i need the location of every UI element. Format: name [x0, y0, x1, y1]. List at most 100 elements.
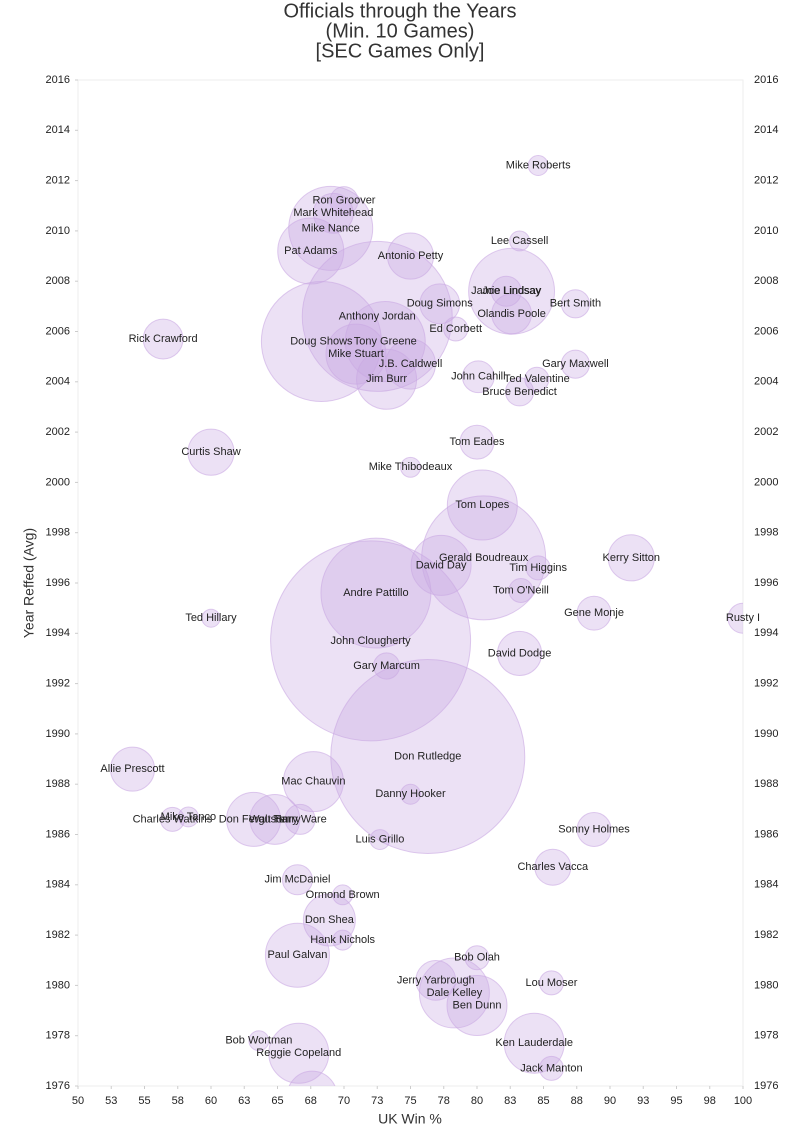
bubble — [446, 469, 518, 541]
bubble — [400, 783, 421, 805]
bubble-label: Gary Maxwell — [542, 358, 609, 370]
bubble — [177, 806, 199, 828]
x-axis-label: UK Win % — [378, 1111, 442, 1127]
y-tick-label-right: 2010 — [754, 225, 778, 237]
x-tick-label: 60 — [205, 1095, 217, 1107]
bubble — [264, 922, 330, 988]
y-tick-label: 1984 — [46, 879, 70, 891]
x-tick-label: 88 — [571, 1095, 583, 1107]
bubble — [281, 864, 313, 896]
y-tick-label-right: 1998 — [754, 527, 778, 539]
bubbles — [109, 155, 743, 1086]
bubble-label: Tom Lopes — [455, 499, 509, 511]
bubble-label: Tom Eades — [449, 436, 505, 448]
x-tick-label: 93 — [637, 1095, 649, 1107]
y-tick-label: 2010 — [46, 225, 70, 237]
bubble-label: Tim Higgins — [509, 562, 567, 574]
x-tick-label: 85 — [537, 1095, 549, 1107]
bubble-label: Ken Lauderdale — [495, 1037, 573, 1049]
bubble — [418, 957, 490, 1029]
bubble-label: Jamie Lindsay — [471, 285, 542, 297]
bubble — [410, 534, 472, 596]
bubble — [443, 316, 469, 342]
x-tick-label: 55 — [138, 1095, 150, 1107]
bubble — [534, 848, 572, 886]
x-tick-label: 98 — [704, 1095, 716, 1107]
bubble-label: Mike Roberts — [506, 159, 571, 171]
bubble — [527, 155, 549, 176]
bubble — [461, 360, 495, 394]
bubble-label: Mike Stuart — [328, 348, 384, 360]
bubble-label: Luis Grillo — [355, 833, 404, 845]
bubble-label: Tony Greene — [354, 335, 417, 347]
y-tick-label-right: 1990 — [754, 728, 778, 740]
bubble — [560, 289, 590, 319]
bubble — [312, 192, 354, 234]
y-axis-label: Year Reffed (Avg) — [21, 528, 37, 638]
bubble-label: Jim McDaniel — [264, 874, 330, 886]
y-tick-label: 1982 — [46, 929, 70, 941]
bubble — [525, 555, 551, 581]
bubble — [419, 283, 461, 325]
bubble-label: Doug Simons — [407, 298, 474, 310]
bubble — [538, 1055, 564, 1081]
bubble — [508, 578, 534, 604]
x-tick-label: 50 — [72, 1095, 84, 1107]
bubble — [464, 945, 490, 971]
y-tick-label: 2006 — [46, 325, 70, 337]
bubble — [325, 323, 387, 385]
x-tick-label: 73 — [371, 1095, 383, 1107]
bubble — [344, 301, 426, 383]
bubble — [400, 456, 421, 478]
bubble — [320, 537, 432, 649]
y-tick-label-right: 2006 — [754, 325, 778, 337]
bubble — [560, 349, 590, 379]
bubble-label: Jim Burr — [366, 373, 407, 385]
bubble — [503, 1012, 565, 1074]
bubble-label: Kerry Sitton — [603, 552, 660, 564]
y-tick-label: 2012 — [46, 175, 70, 187]
y-tick-label-right: 2012 — [754, 175, 778, 187]
bubble-label: Charles Vacca — [517, 861, 589, 873]
y-tick-label: 1978 — [46, 1030, 70, 1042]
bubble — [509, 230, 531, 252]
y-tick-label-right: 1996 — [754, 577, 778, 589]
x-tick-label: 83 — [504, 1095, 516, 1107]
bubble-label: Curtis Shaw — [181, 446, 240, 458]
bubble-label: Lou Moser — [525, 977, 577, 989]
y-tick-label-right: 2008 — [754, 275, 778, 287]
bubble-label: Mike Tanco — [161, 811, 216, 823]
bubble-label: Ormond Brown — [306, 889, 380, 901]
x-tick-label: 70 — [338, 1095, 350, 1107]
bubble-label: Jerry Yarbrough — [397, 974, 475, 986]
bubble-label: Mike Nance — [302, 222, 360, 234]
y-tick-label: 1996 — [46, 577, 70, 589]
bubble — [187, 428, 235, 476]
y-tick-label: 1986 — [46, 828, 70, 840]
bubble — [270, 540, 472, 742]
bubble-label: Anthony Jordan — [339, 310, 416, 322]
x-tick-label: 58 — [172, 1095, 184, 1107]
y-tick-label-right: 1984 — [754, 879, 778, 891]
bubble-label: Rusty I — [726, 612, 760, 624]
y-tick-label-right: 1976 — [754, 1080, 778, 1092]
bubble — [459, 424, 495, 460]
bubble — [330, 659, 526, 855]
bubble — [284, 803, 316, 835]
bubble-label: Hank Nichols — [310, 934, 375, 946]
y-tick-label: 2004 — [46, 376, 70, 388]
bubble-label: John Clougherty — [331, 635, 412, 647]
y-tick-label-right: 1994 — [754, 627, 778, 639]
bubble — [576, 811, 612, 847]
bubble-label: Ted Valentine — [504, 373, 570, 385]
bubble — [415, 959, 457, 1001]
y-tick-label: 2014 — [46, 124, 70, 136]
bubble — [504, 377, 535, 407]
bubble-label: Bruce Benedict — [482, 386, 557, 398]
y-tick-label: 2000 — [46, 476, 70, 488]
bubble — [369, 829, 391, 850]
y-tick-label-right: 1988 — [754, 778, 778, 790]
chart-title: (Min. 10 Games) — [326, 20, 475, 42]
bubble-label: Allie Prescott — [100, 763, 164, 775]
y-tick-label: 1998 — [46, 527, 70, 539]
